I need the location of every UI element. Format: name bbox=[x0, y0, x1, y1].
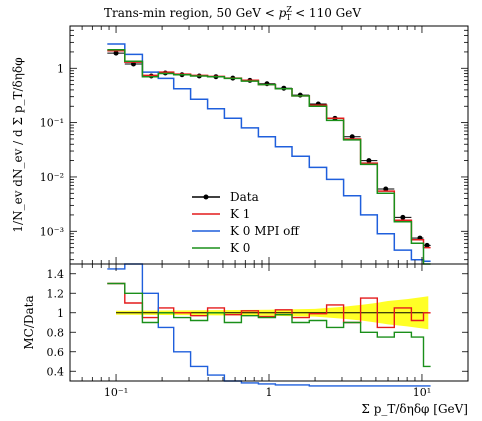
y-tick-label: 10⁻² bbox=[40, 171, 64, 184]
y-axis-label: 1/N_ev dN_ev / d Σ p_T/δηδφ bbox=[11, 57, 25, 232]
ratio-series-k0nompi bbox=[107, 263, 431, 387]
data-point bbox=[383, 186, 389, 192]
ratio-y-axis-label: MC/Data bbox=[22, 295, 36, 349]
data-point bbox=[424, 242, 430, 248]
main-series-k0 bbox=[107, 48, 431, 265]
main-panel: 1 10⁻¹ 10⁻² 10⁻³ 1/N_ev dN_ev / d Σ p_T/δηδφ bbox=[11, 25, 469, 265]
x-tick-label: 10¹ bbox=[413, 386, 431, 399]
y-tick-label: 10⁻¹ bbox=[40, 117, 64, 130]
legend-marker bbox=[203, 194, 209, 200]
ratio-series-k0 bbox=[107, 282, 431, 368]
x-axis-label: Σ p_T/δηδφ [GeV] bbox=[361, 402, 468, 416]
y-tick-label: 1 bbox=[57, 62, 64, 75]
data-point bbox=[366, 158, 372, 164]
legend-label-k0: K 0 bbox=[230, 241, 250, 255]
data-point bbox=[113, 50, 119, 56]
main-series-k0nompi bbox=[107, 43, 431, 263]
legend: Data K 1 K 0 MPI off K 0 bbox=[192, 190, 300, 255]
ratio-y-tick-label: 1.2 bbox=[47, 287, 65, 300]
ratio-y-tick-label: 0.6 bbox=[47, 346, 65, 359]
chart-title: Trans-min region, 50 GeV < pZ T < 110 GeV bbox=[104, 5, 361, 22]
ratio-series-k1 bbox=[107, 282, 431, 329]
x-tick-label: 1 bbox=[266, 386, 273, 399]
data-point bbox=[349, 134, 355, 140]
legend-label-k0nompi: K 0 MPI off bbox=[230, 224, 300, 238]
data-point bbox=[264, 81, 270, 87]
x-tick-label: 10⁻¹ bbox=[104, 386, 128, 399]
ratio-y-tick-label: 1 bbox=[57, 307, 64, 320]
ratio-y-tick-label: 1.4 bbox=[47, 268, 65, 281]
data-point bbox=[400, 214, 406, 220]
ratio-y-tick-label: 0.4 bbox=[47, 365, 65, 378]
legend-label-data: Data bbox=[230, 190, 259, 204]
ratio-panel: 10⁻¹ 1 10¹ 0.4 0.6 0.8 1 1.2 1.4 MC/Data Σ p_T/δηδ… bbox=[22, 26, 469, 416]
y-tick-label: 10⁻³ bbox=[40, 225, 64, 238]
legend-label-k1: K 1 bbox=[230, 207, 250, 221]
main-series-k1 bbox=[107, 50, 431, 249]
ratio-y-tick-label: 0.8 bbox=[47, 326, 65, 339]
